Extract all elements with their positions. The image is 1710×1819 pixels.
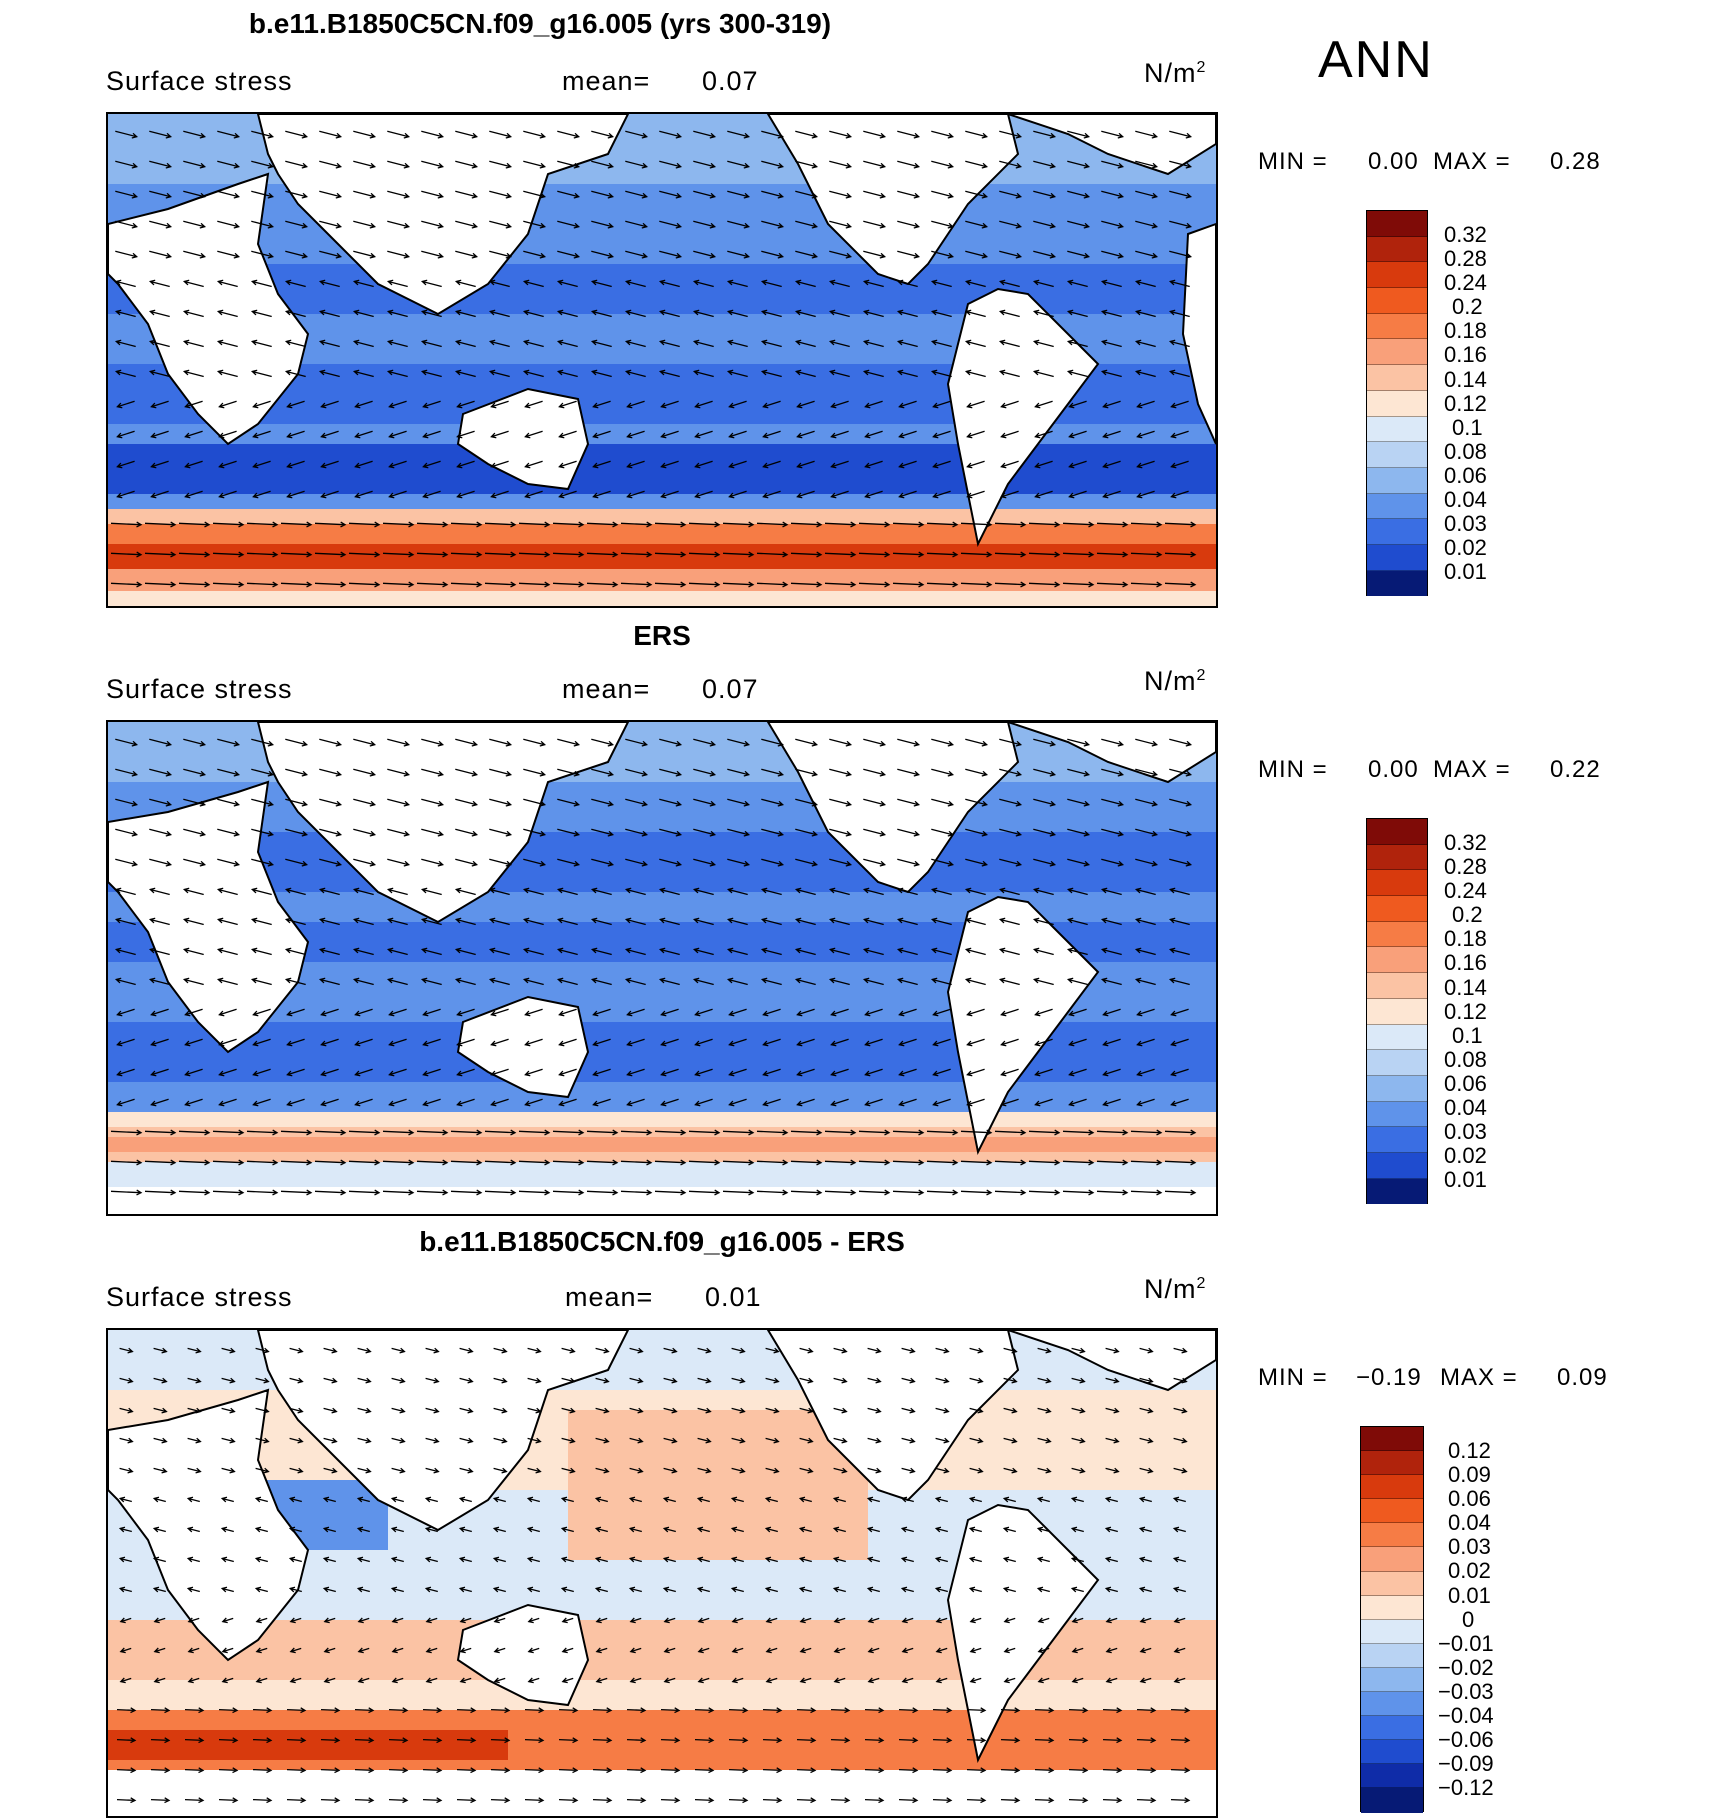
- panel1-min-label: MIN =: [1258, 148, 1328, 175]
- panel3-min-label: MIN =: [1258, 1364, 1328, 1391]
- panel1-level: 0.1: [1452, 414, 1483, 440]
- panel1-level: 0.32: [1444, 222, 1487, 247]
- panel1-variable: Surface stress: [106, 66, 293, 96]
- panel2-title: ERS: [633, 620, 691, 651]
- panel2-level: 0.16: [1444, 950, 1487, 976]
- panel3-level: 0.04: [1448, 1510, 1491, 1536]
- panel3-level: −0.02: [1438, 1654, 1494, 1680]
- panel2-map: [106, 720, 1218, 1216]
- panel1-level: 0.02: [1444, 535, 1487, 561]
- panel3-level: 0.12: [1448, 1438, 1491, 1463]
- panel2-level: 0.32: [1444, 830, 1487, 855]
- panel2-level: 0.01: [1444, 1167, 1487, 1193]
- panel2-colorbar-labels: 0.32 0.28 0.24 0.2 0.18 0.16 0.14 0.12 0…: [1444, 830, 1487, 1193]
- panel1-map: [106, 112, 1218, 608]
- panel3-max-label: MAX =: [1440, 1364, 1518, 1391]
- panel3-map: [106, 1328, 1218, 1818]
- wind-vector-arrows: [110, 130, 1197, 588]
- panel1-mean-label: mean=: [562, 66, 651, 96]
- panel3-level: −0.04: [1438, 1703, 1494, 1729]
- panel1-level: 0.16: [1444, 342, 1487, 368]
- panel2-level: 0.2: [1452, 902, 1483, 928]
- panel3-colorbar-labels: 0.12 0.09 0.06 0.04 0.03 0.02 0.01 0 −0.…: [1438, 1438, 1494, 1801]
- panel3-mean-label: mean=: [565, 1282, 654, 1312]
- panel1-min-value: 0.00: [1368, 148, 1419, 175]
- panel1-colorbar: [1366, 210, 1428, 597]
- panel1-field: [108, 114, 1216, 606]
- panel2-level: 0.04: [1444, 1095, 1487, 1121]
- panel1-level: 0.01: [1444, 559, 1487, 585]
- panel1-level: 0.04: [1444, 487, 1487, 513]
- panel3-level: −0.09: [1438, 1751, 1494, 1777]
- panel1-level: 0.03: [1444, 511, 1487, 537]
- panel1-max-value: 0.28: [1550, 148, 1601, 175]
- panel3-level: 0.06: [1448, 1486, 1491, 1512]
- wind-vector-arrows: [116, 1347, 1191, 1804]
- panel3-title: b.e11.B1850C5CN.f09_g16.005 - ERS: [419, 1226, 905, 1257]
- panel2-field: [108, 722, 1216, 1214]
- panel2-variable: Surface stress: [106, 674, 293, 704]
- season-label: ANN: [1318, 31, 1434, 89]
- panel3-level: −0.03: [1438, 1678, 1494, 1704]
- panel2-min-value: 0.00: [1368, 756, 1419, 783]
- panel1-colorbar-swatch: [1367, 211, 1427, 237]
- panel1-level: 0.24: [1444, 270, 1487, 296]
- panel2-mean-label: mean=: [562, 674, 651, 704]
- wind-vector-arrows: [110, 738, 1197, 1196]
- panel2-level: 0.28: [1444, 854, 1487, 880]
- panel1-level: 0.06: [1444, 462, 1487, 488]
- panel2-max-value: 0.22: [1550, 756, 1601, 783]
- panel1-max-label: MAX =: [1433, 148, 1511, 175]
- panel1-mean-value: 0.07: [702, 66, 759, 96]
- panel3-level: 0.01: [1448, 1582, 1491, 1608]
- panel3-units: N/m2: [1144, 1274, 1207, 1304]
- panel2-level: 0.14: [1444, 974, 1487, 1000]
- panel3-level: 0: [1462, 1606, 1475, 1632]
- panel2-min-label: MIN =: [1258, 756, 1328, 783]
- panel1-title: b.e11.B1850C5CN.f09_g16.005 (yrs 300-319…: [248, 8, 832, 39]
- panel1-level: 0.08: [1444, 438, 1487, 464]
- panel3-field: [108, 1330, 1216, 1816]
- panel3-mean-value: 0.01: [705, 1282, 762, 1312]
- panel3-level: 0.03: [1448, 1534, 1491, 1560]
- panel2-level: 0.02: [1444, 1143, 1487, 1169]
- panel1-level: 0.28: [1444, 246, 1487, 272]
- panel1-level: 0.18: [1444, 318, 1487, 344]
- panel2-level: 0.03: [1444, 1119, 1487, 1145]
- panel2-level: 0.06: [1444, 1070, 1487, 1096]
- panel3-level: −0.12: [1438, 1775, 1494, 1801]
- panel3-min-value: −0.19: [1356, 1364, 1422, 1391]
- panel3-level: 0.09: [1448, 1462, 1491, 1488]
- panel2-level: 0.24: [1444, 878, 1487, 904]
- panel3-max-value: 0.09: [1557, 1364, 1608, 1391]
- panel1-level: 0.12: [1444, 390, 1487, 416]
- panel1-colorbar-labels: 0.32 0.28 0.24 0.2 0.18 0.16 0.14 0.12 0…: [1444, 222, 1487, 585]
- panel3-variable: Surface stress: [106, 1282, 293, 1312]
- panel2-mean-value: 0.07: [702, 674, 759, 704]
- panel2-colorbar: [1366, 818, 1428, 1205]
- panel2-level: 0.12: [1444, 998, 1487, 1024]
- panel2-units: N/m2: [1144, 666, 1207, 696]
- panel3-level: −0.01: [1438, 1630, 1494, 1656]
- panel3-level: 0.02: [1448, 1558, 1491, 1584]
- panel2-level: 0.1: [1452, 1022, 1483, 1048]
- panel1-level: 0.14: [1444, 366, 1487, 392]
- panel3-colorbar: [1360, 1426, 1424, 1813]
- panel1-level: 0.2: [1452, 294, 1483, 320]
- panel2-max-label: MAX =: [1433, 756, 1511, 783]
- panel3-level: −0.06: [1438, 1727, 1494, 1753]
- panel2-level: 0.18: [1444, 926, 1487, 952]
- panel1-units: N/m2: [1144, 58, 1207, 88]
- panel2-level: 0.08: [1444, 1046, 1487, 1072]
